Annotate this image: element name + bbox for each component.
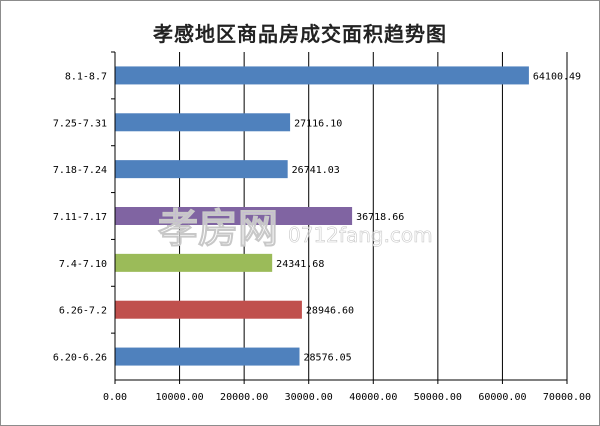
x-tick-label: 50000.00 bbox=[414, 392, 462, 403]
x-tick-label: 60000.00 bbox=[478, 392, 526, 403]
bars: 64100.49 27116.10 26741.03 36718.66 24341.68… bbox=[115, 66, 581, 366]
category-label: 6.26-7.2 bbox=[59, 306, 107, 317]
data-label: 24341.68 bbox=[276, 259, 324, 270]
watermark-domain-text: 0712fang.com bbox=[288, 223, 433, 247]
bar bbox=[115, 113, 291, 132]
x-tick-label: 10000.00 bbox=[155, 392, 203, 403]
bar bbox=[115, 66, 529, 85]
x-tick-label: 0.00 bbox=[103, 392, 127, 403]
data-label: 28946.60 bbox=[306, 306, 354, 317]
chart-title: 孝感地区商品房成交面积趋势图 bbox=[153, 22, 447, 46]
data-label: 27116.10 bbox=[294, 118, 342, 129]
bar bbox=[115, 300, 302, 319]
axes: 0.00 10000.00 20000.00 30000.00 40000.00 5000… bbox=[53, 51, 591, 403]
data-label: 28576.05 bbox=[304, 353, 352, 364]
watermark-logo-text: 孝房网 bbox=[158, 206, 278, 252]
category-label: 8.1-8.7 bbox=[65, 71, 107, 82]
category-label: 7.18-7.24 bbox=[53, 165, 107, 176]
bar bbox=[115, 347, 300, 366]
category-label: 7.4-7.10 bbox=[59, 259, 107, 270]
category-label: 7.11-7.17 bbox=[53, 212, 107, 223]
watermark: 孝房网 0712fang.com bbox=[158, 206, 433, 253]
x-tick-label: 70000.00 bbox=[543, 392, 591, 403]
bar bbox=[115, 160, 288, 179]
x-tick-label: 40000.00 bbox=[349, 392, 397, 403]
category-label: 6.20-6.26 bbox=[53, 353, 107, 364]
bar bbox=[115, 253, 273, 272]
x-tick-label: 30000.00 bbox=[285, 392, 333, 403]
category-label: 7.25-7.31 bbox=[53, 118, 107, 129]
bar bbox=[115, 207, 353, 225]
x-tick-label: 20000.00 bbox=[220, 392, 268, 403]
data-label: 26741.03 bbox=[292, 165, 340, 176]
data-label: 36718.66 bbox=[356, 212, 404, 223]
data-label: 64100.49 bbox=[533, 71, 581, 82]
